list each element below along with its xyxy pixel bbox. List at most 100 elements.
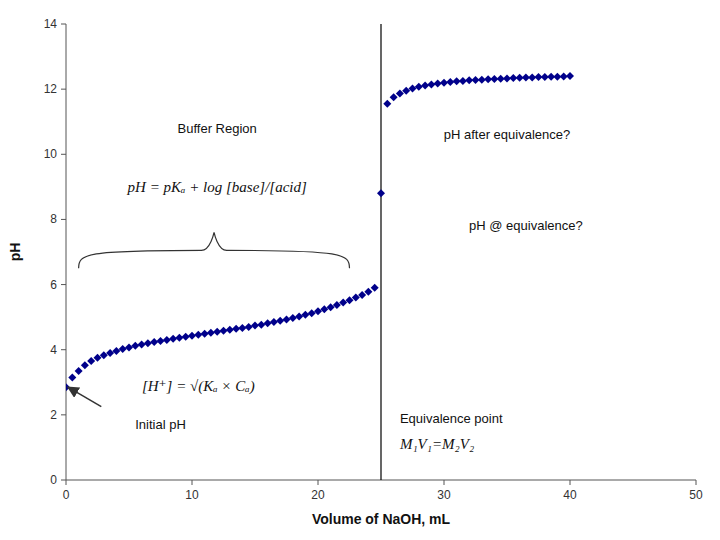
x-tick-label: 40	[563, 488, 577, 502]
point	[201, 330, 209, 338]
series	[383, 72, 574, 108]
point	[383, 100, 391, 108]
x-tick-label: 0	[63, 488, 70, 502]
point	[251, 322, 259, 330]
point	[434, 80, 442, 88]
point	[327, 303, 335, 311]
annotations: Buffer RegionpH = pKₐ + log [base]/[acid…	[127, 121, 583, 452]
x-tick-label: 30	[437, 488, 451, 502]
point	[245, 323, 253, 331]
point	[440, 79, 448, 87]
point	[112, 347, 120, 355]
point	[415, 83, 423, 91]
y-tick	[61, 414, 66, 415]
x-tick-label: 50	[689, 488, 703, 502]
point	[131, 342, 139, 350]
brace	[79, 232, 350, 268]
point	[220, 327, 228, 335]
point	[213, 328, 221, 336]
point	[295, 312, 303, 320]
x-tick	[318, 480, 319, 485]
y-tick	[61, 24, 66, 25]
point	[188, 332, 196, 340]
point	[308, 309, 316, 317]
y-tick	[61, 349, 66, 350]
x-tick	[66, 480, 67, 485]
x-tick	[444, 480, 445, 485]
point	[459, 77, 467, 85]
point	[106, 349, 114, 357]
annotation: M₁V₁=M₂V₂	[399, 436, 474, 452]
point	[207, 329, 215, 337]
point	[377, 189, 385, 197]
point	[409, 84, 417, 92]
point	[68, 373, 76, 381]
y-tick-label: 14	[44, 17, 58, 31]
y-tick-label: 10	[44, 147, 58, 161]
reference-line	[380, 24, 381, 480]
y-tick-label: 4	[50, 343, 57, 357]
point	[270, 318, 278, 326]
point	[163, 336, 171, 344]
point	[390, 93, 398, 101]
point	[119, 345, 127, 353]
point	[81, 361, 89, 369]
point	[264, 319, 272, 327]
x-tick	[696, 480, 697, 485]
point	[175, 334, 183, 342]
x-tick-label: 10	[185, 488, 199, 502]
point	[364, 288, 372, 296]
arrow	[68, 387, 101, 407]
point	[138, 341, 146, 349]
y-tick	[61, 480, 66, 481]
y-tick	[61, 89, 66, 90]
point	[100, 351, 108, 359]
point	[194, 331, 202, 339]
point	[283, 315, 291, 323]
point	[566, 72, 574, 80]
annotation: Buffer Region	[178, 121, 257, 136]
axes: 0102030405002468101214	[44, 17, 703, 502]
point	[320, 305, 328, 313]
y-axis-line	[66, 24, 67, 480]
y-tick-label: 0	[50, 473, 57, 487]
point	[276, 317, 284, 325]
point	[144, 339, 152, 347]
x-axis-label: Volume of NaOH, mL	[312, 511, 451, 527]
chart: 0102030405002468101214Volume of NaOH, mL…	[0, 0, 720, 540]
series	[377, 189, 385, 197]
point	[182, 333, 190, 341]
point	[421, 82, 429, 90]
point	[150, 338, 158, 346]
y-tick	[61, 284, 66, 285]
y-tick	[61, 219, 66, 220]
decorations	[68, 232, 350, 406]
point	[314, 307, 322, 315]
point	[125, 343, 133, 351]
point	[371, 284, 379, 292]
annotation: pH @ equivalence?	[469, 218, 583, 233]
point	[232, 325, 240, 333]
x-tick-label: 20	[311, 488, 325, 502]
point	[446, 78, 454, 86]
annotation: Equivalence point	[400, 411, 503, 426]
plot-area	[66, 24, 574, 480]
series	[66, 284, 379, 391]
point	[339, 298, 347, 306]
y-tick-label: 6	[50, 278, 57, 292]
annotation: [H⁺] = √(Kₐ × Cₐ)	[142, 378, 255, 395]
point	[257, 321, 265, 329]
point	[238, 324, 246, 332]
point	[169, 335, 177, 343]
point	[289, 314, 297, 322]
y-tick-label: 8	[50, 212, 57, 226]
annotation: pH after equivalence?	[444, 127, 570, 142]
x-tick	[570, 480, 571, 485]
y-tick-label: 12	[44, 82, 58, 96]
y-axis-label: pH	[7, 243, 23, 262]
point	[157, 337, 165, 345]
point	[427, 81, 435, 89]
point	[226, 326, 234, 334]
annotation: Initial pH	[135, 417, 186, 432]
point	[75, 367, 83, 375]
